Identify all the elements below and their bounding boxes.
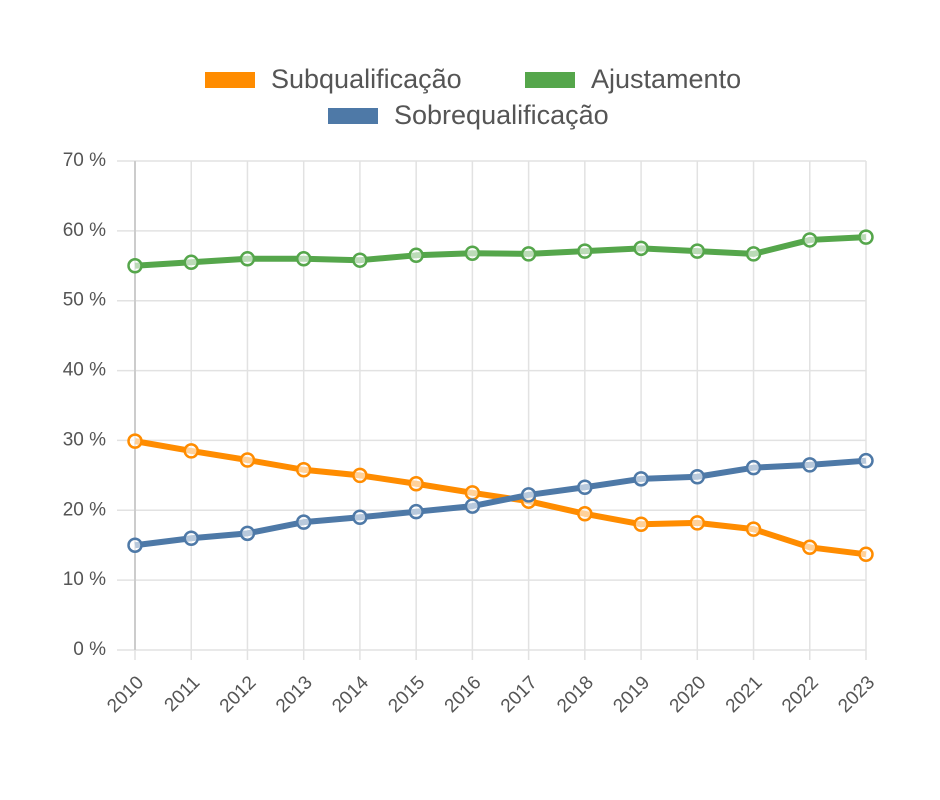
data-point xyxy=(239,525,256,542)
x-tick-label: 2017 xyxy=(497,672,542,717)
data-point xyxy=(464,245,481,261)
data-point xyxy=(858,452,874,469)
legend-label: Subqualificação xyxy=(271,64,462,94)
data-point xyxy=(295,514,312,530)
legend-label: Sobrequalificação xyxy=(394,100,609,130)
y-tick-label: 60 % xyxy=(63,220,106,241)
data-point xyxy=(745,246,762,262)
y-tick-label: 70 % xyxy=(63,150,106,171)
legend-label: Ajustamento xyxy=(591,64,741,94)
data-point xyxy=(745,521,762,537)
data-point xyxy=(633,516,649,533)
y-tick-label: 50 % xyxy=(63,290,106,311)
y-tick-label: 10 % xyxy=(63,569,106,590)
data-point xyxy=(520,246,537,262)
data-point xyxy=(689,243,706,259)
data-point xyxy=(352,509,368,526)
data-point xyxy=(577,479,593,495)
x-tick-label: 2018 xyxy=(553,672,598,717)
data-point xyxy=(633,471,649,487)
y-tick-label: 40 % xyxy=(63,360,106,381)
data-point xyxy=(183,443,199,459)
x-tick-label: 2011 xyxy=(161,672,205,716)
data-point xyxy=(183,254,199,271)
data-point xyxy=(858,229,874,245)
data-point xyxy=(689,469,706,485)
data-point xyxy=(352,252,368,268)
data-point xyxy=(464,498,481,514)
data-point xyxy=(633,240,649,257)
data-point xyxy=(352,467,368,484)
data-point xyxy=(464,485,481,501)
series-line xyxy=(134,438,867,558)
x-tick-label: 2014 xyxy=(328,672,373,717)
x-tick-label: 2012 xyxy=(216,672,261,717)
series-line xyxy=(134,457,867,549)
y-tick-label: 20 % xyxy=(63,499,106,520)
data-point xyxy=(127,433,143,449)
legend-swatch xyxy=(328,108,378,124)
legend-swatch xyxy=(205,72,255,88)
x-tick-label: 2022 xyxy=(778,672,823,717)
data-point xyxy=(577,243,593,259)
data-point xyxy=(689,515,706,531)
data-point xyxy=(858,546,874,563)
data-point xyxy=(239,452,256,468)
legend-swatch xyxy=(525,72,575,88)
data-point xyxy=(239,251,256,267)
data-point xyxy=(408,475,424,492)
data-point xyxy=(802,232,818,248)
data-point xyxy=(295,462,312,478)
x-tick-label: 2019 xyxy=(609,672,654,717)
x-tick-label: 2021 xyxy=(722,672,767,717)
data-point xyxy=(745,459,762,476)
x-tick-label: 2013 xyxy=(272,672,317,717)
data-point xyxy=(183,530,199,546)
data-point xyxy=(408,247,424,264)
data-point xyxy=(295,251,312,267)
data-point xyxy=(408,503,424,520)
y-tick-label: 30 % xyxy=(63,429,106,450)
x-tick-label: 2023 xyxy=(834,672,879,717)
data-point xyxy=(127,258,143,274)
data-point xyxy=(127,537,143,553)
series-line xyxy=(134,234,867,269)
data-point xyxy=(802,457,818,473)
data-point xyxy=(520,487,537,503)
data-point xyxy=(802,539,818,556)
x-tick-label: 2016 xyxy=(441,672,486,717)
data-point xyxy=(577,506,593,522)
x-tick-label: 2015 xyxy=(384,672,429,717)
y-tick-label: 0 % xyxy=(73,639,106,660)
x-tick-label: 2010 xyxy=(103,672,148,717)
x-tick-label: 2020 xyxy=(666,672,711,717)
